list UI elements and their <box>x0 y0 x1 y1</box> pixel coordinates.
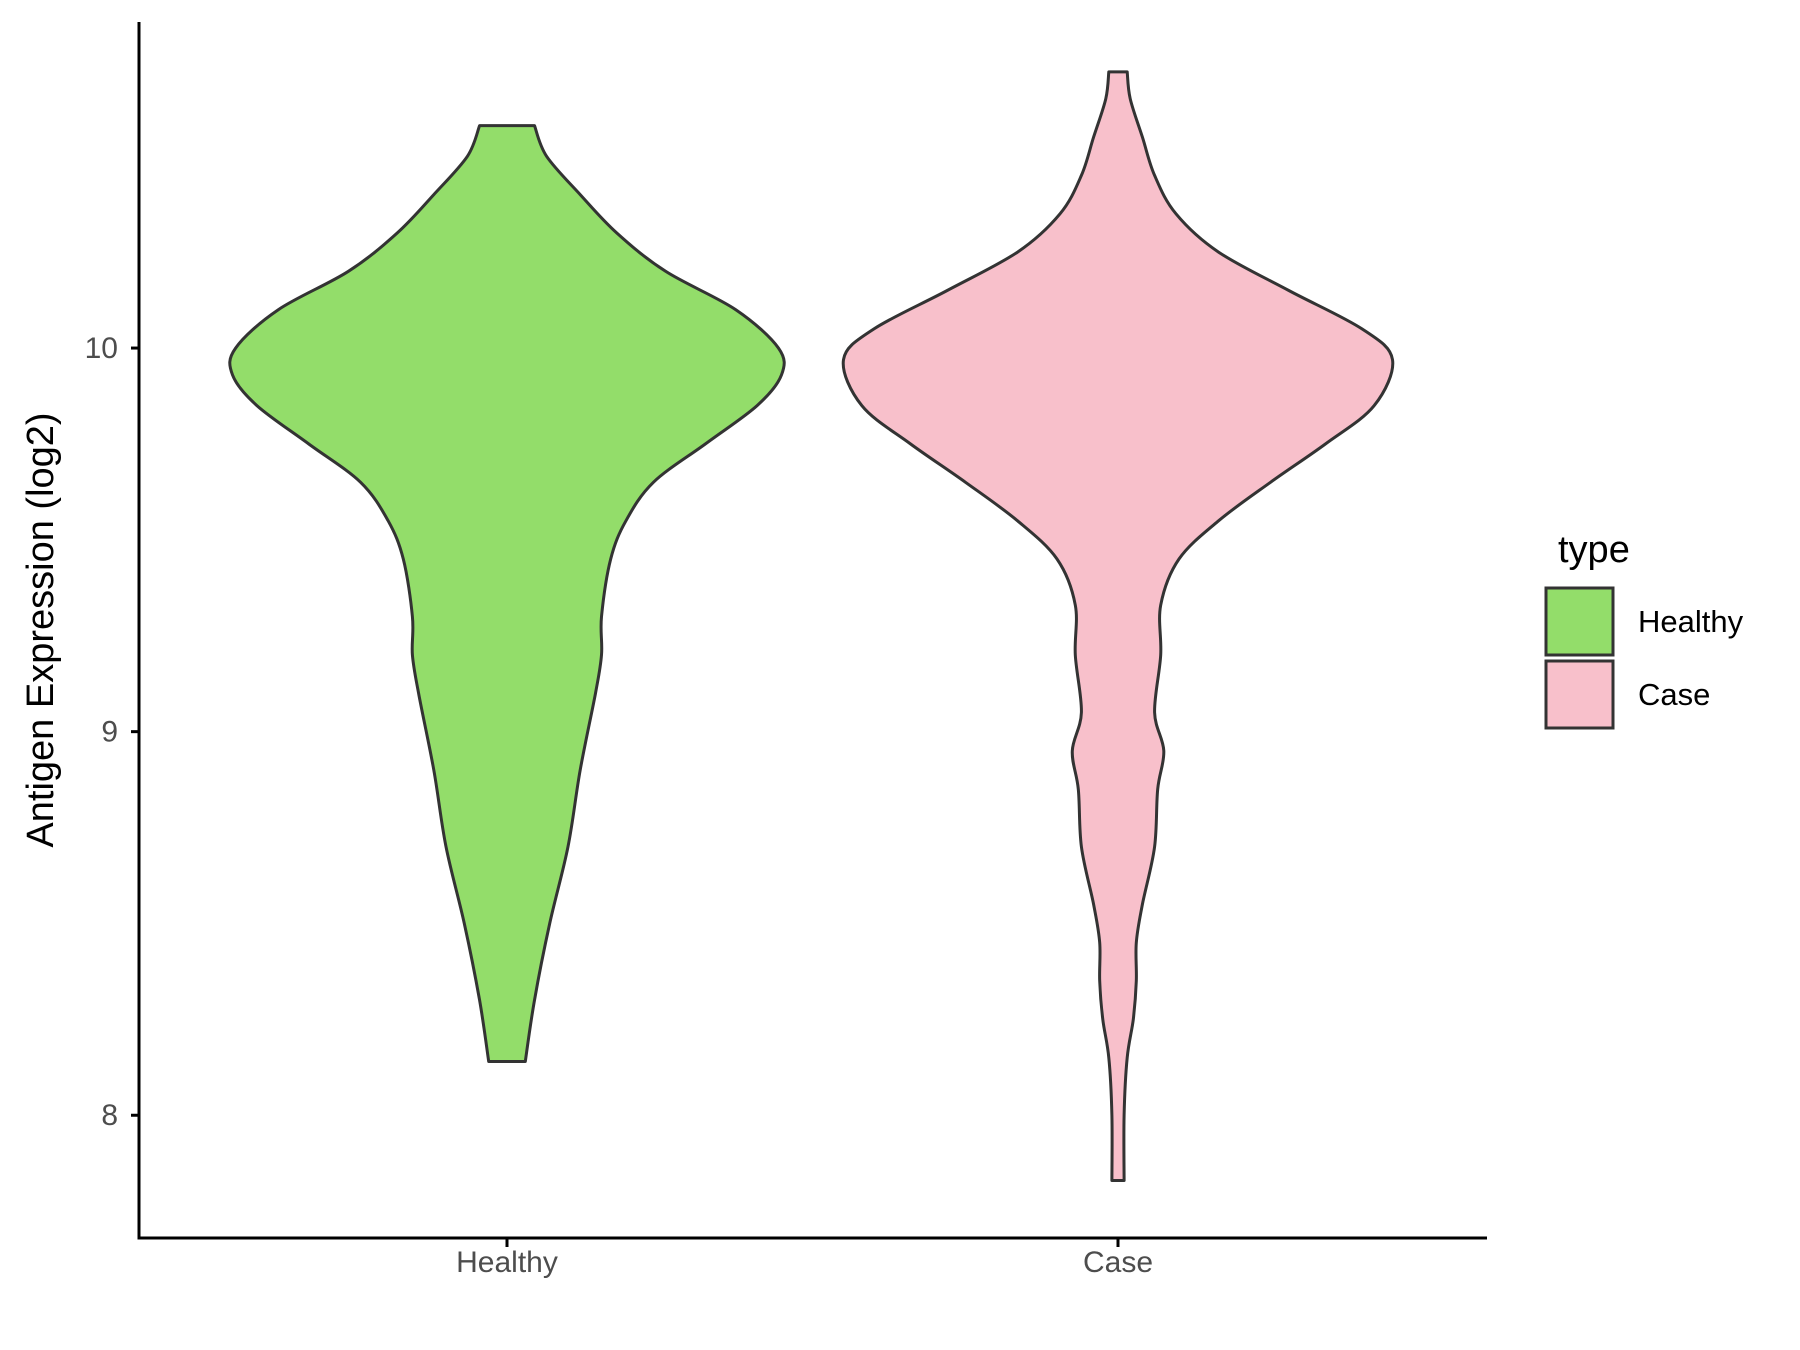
y-tick-label: 9 <box>101 716 118 749</box>
violin-healthy <box>228 124 786 1063</box>
x-ticks: Healthy Case <box>456 1238 1153 1279</box>
legend-label-case: Case <box>1638 677 1710 712</box>
legend-entries: Healthy Case <box>1544 586 1744 730</box>
x-tick-label: Case <box>1083 1246 1153 1279</box>
legend-label-healthy: Healthy <box>1638 604 1744 639</box>
axes <box>137 22 1487 1240</box>
violin-layer <box>228 70 1395 1182</box>
legend: type Healthy Case <box>1544 529 1744 730</box>
violin-case <box>841 70 1395 1182</box>
legend-title: type <box>1558 529 1630 571</box>
y-tick-label: 8 <box>101 1099 118 1132</box>
legend-key-case <box>1544 659 1615 730</box>
y-axis-title: Antigen Expression (log2) <box>20 412 62 847</box>
y-ticks: 8 9 10 <box>85 332 139 1132</box>
legend-key-healthy <box>1544 586 1615 657</box>
y-tick-label: 10 <box>85 332 118 365</box>
x-tick-label: Healthy <box>456 1246 558 1279</box>
